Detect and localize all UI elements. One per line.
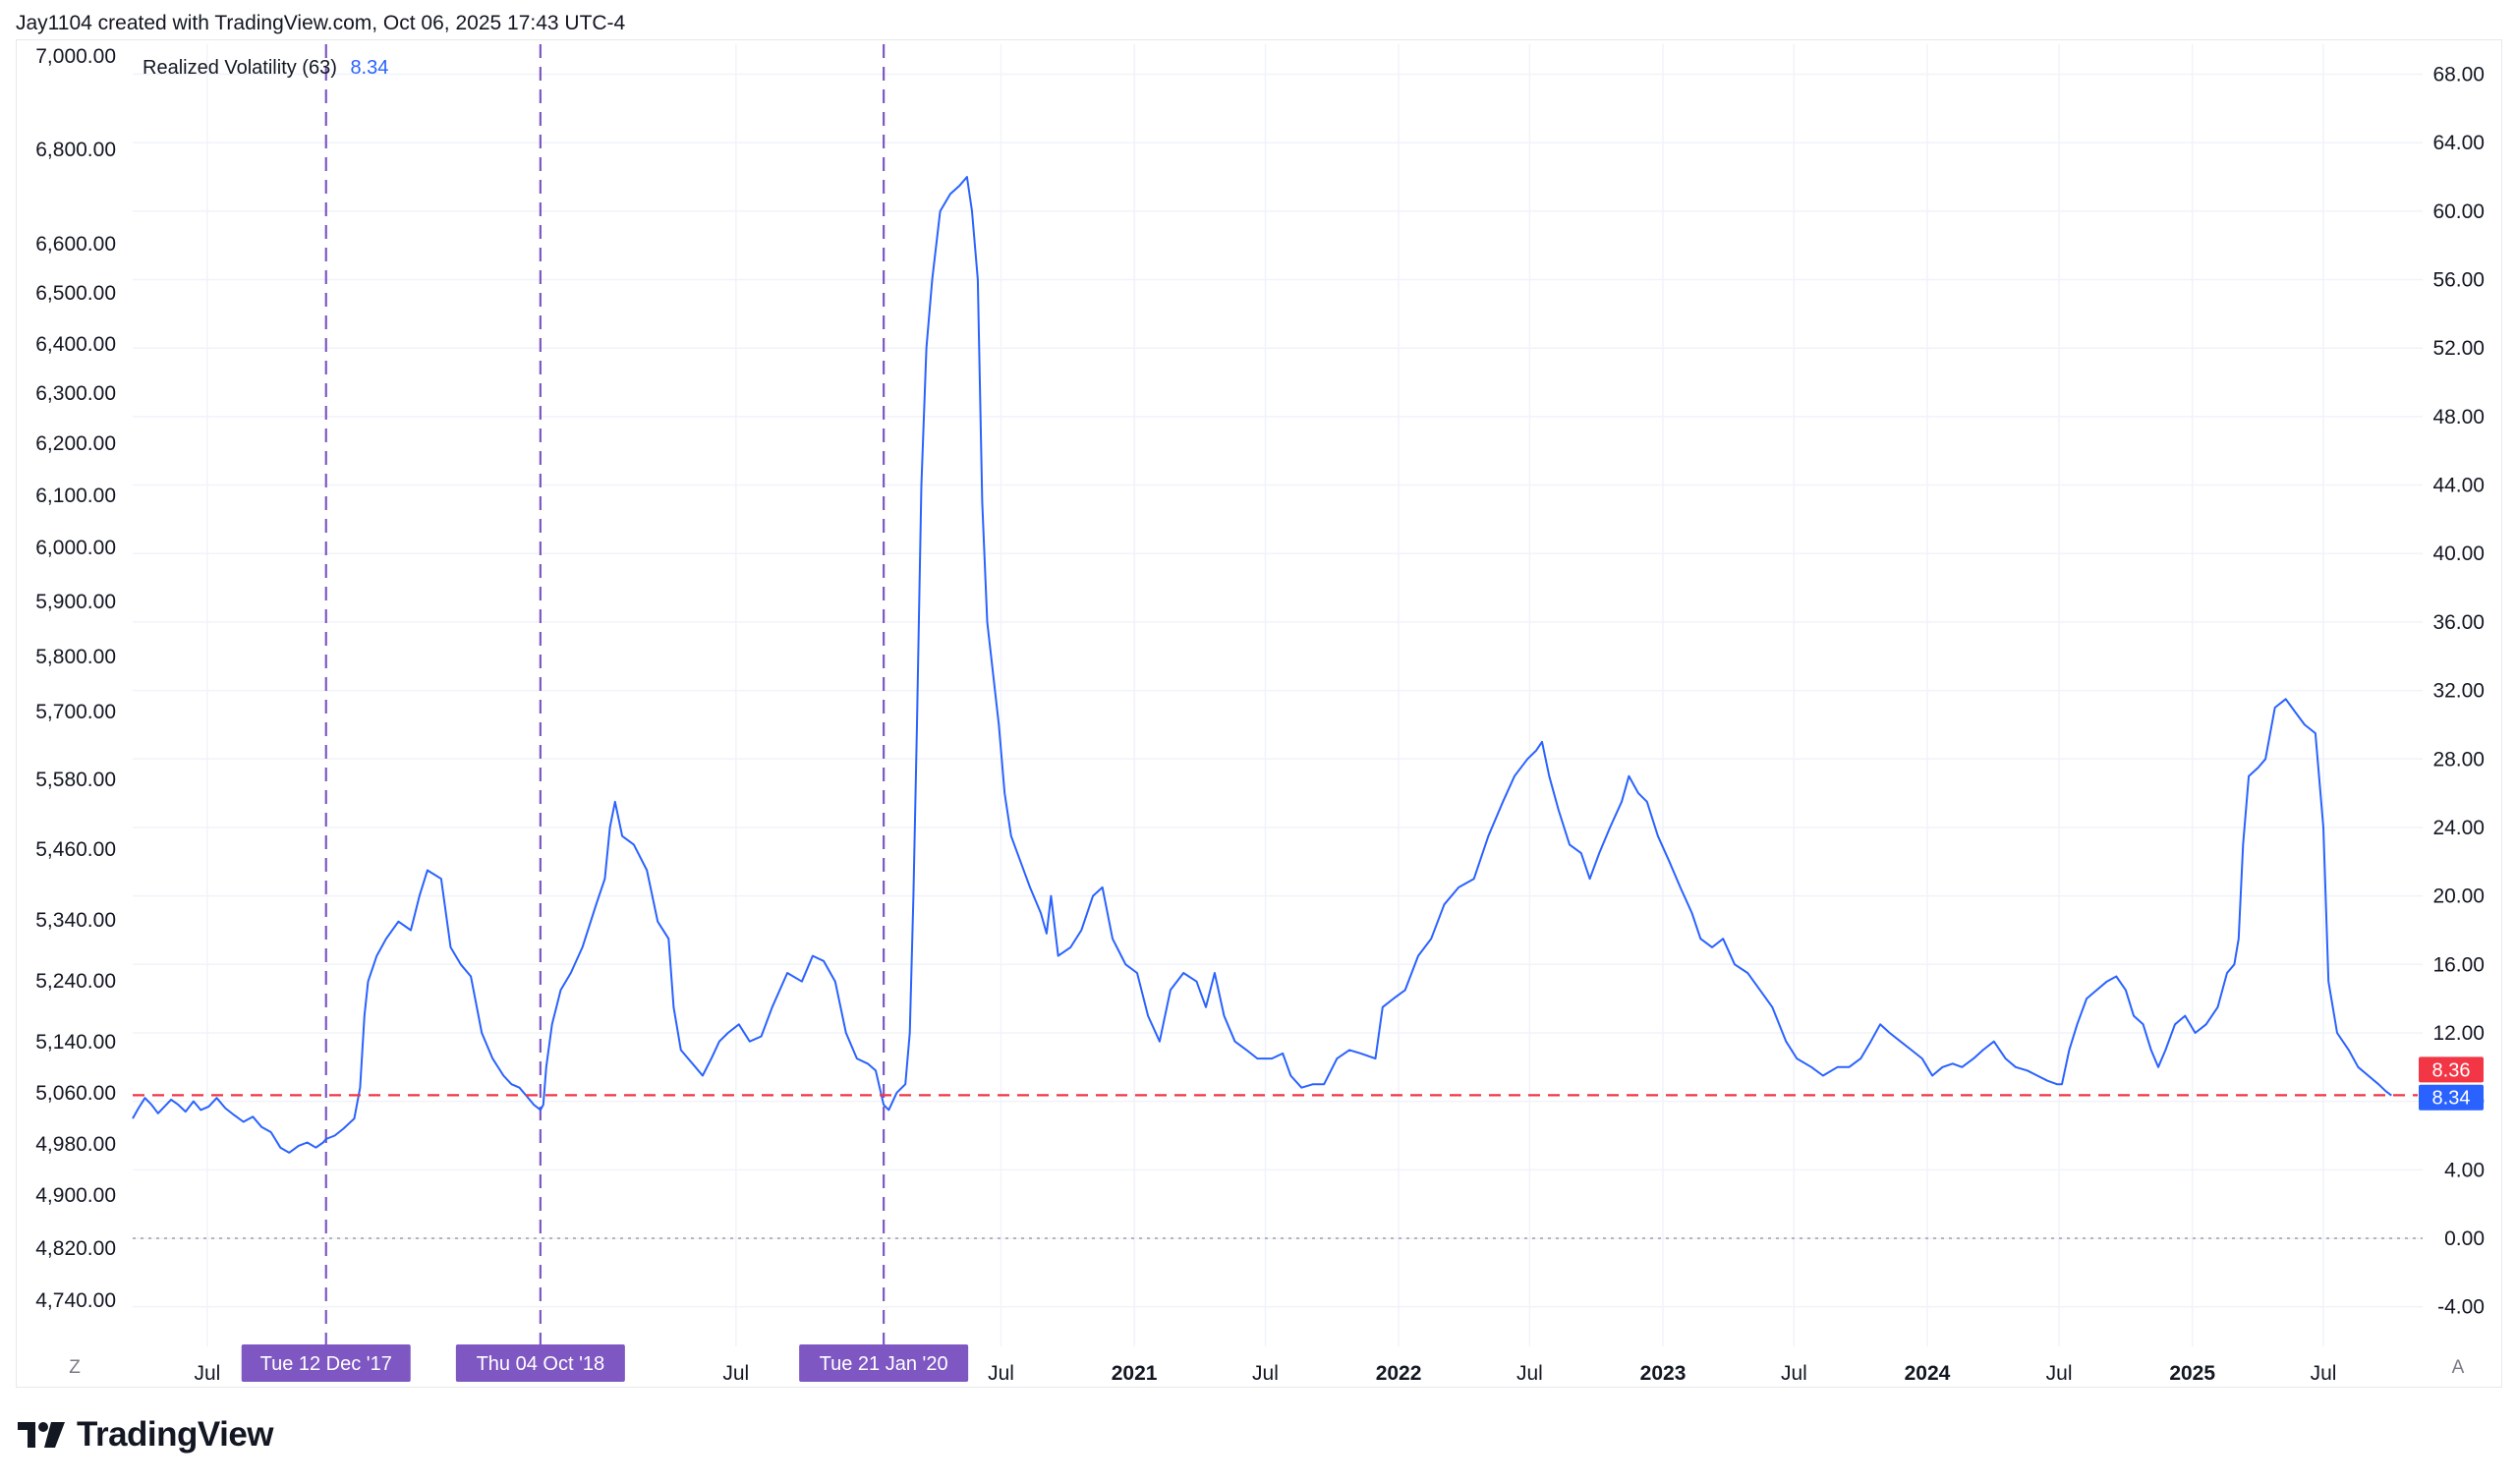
left-axis-tick-label: 4,820.00	[35, 1237, 116, 1260]
event-marker-label: Tue 21 Jan '20	[820, 1353, 948, 1375]
right-axis-tick-label: 20.00	[2432, 885, 2485, 908]
left-axis-tick-label: 4,900.00	[35, 1184, 116, 1207]
indicator-name: Realized Volatility (63)	[143, 57, 337, 79]
time-axis-tick-label: 2021	[1112, 1362, 1158, 1385]
event-marker-label: Tue 12 Dec '17	[260, 1353, 392, 1375]
event-marker-badge[interactable]	[799, 1344, 969, 1382]
left-axis-tick-label: 6,400.00	[35, 333, 116, 356]
left-axis-tick-label: 6,600.00	[35, 233, 116, 256]
chart-attribution: Jay1104 created with TradingView.com, Oc…	[16, 12, 626, 34]
time-axis-tick-label: 2024	[1905, 1362, 1951, 1385]
event-marker-label: Thu 04 Oct '18	[477, 1353, 605, 1375]
left-price-axis[interactable]: 7,000.00 6,800.00 6,600.00 6,500.00 6,400.00…	[35, 45, 116, 1312]
event-marker-badge[interactable]	[455, 1344, 625, 1382]
event-marker-badge[interactable]	[241, 1344, 411, 1382]
right-axis-tick-label: 52.00	[2432, 337, 2485, 360]
right-axis-tick-label: 44.00	[2432, 475, 2485, 497]
left-axis-tick-label: 4,980.00	[35, 1133, 116, 1156]
right-axis-tick-label: 4.00	[2444, 1159, 2485, 1181]
chart-svg[interactable]: 7,000.00 6,800.00 6,600.00 6,500.00 6,400.00…	[0, 0, 2516, 1405]
time-axis-tick-label: Jul	[1252, 1362, 1279, 1385]
tradingview-logo-icon	[18, 1422, 65, 1448]
right-axis-tick-label: 64.00	[2432, 132, 2485, 154]
left-axis-tick-label: 5,140.00	[35, 1031, 116, 1054]
right-axis-tick-label: 24.00	[2432, 817, 2485, 839]
time-axis-tick-label: 2022	[1376, 1362, 1422, 1385]
last-value-badge	[2419, 1084, 2484, 1111]
left-axis-tick-label: 6,800.00	[35, 139, 116, 161]
left-axis-tick-label: 5,240.00	[35, 970, 116, 993]
right-axis-tick-label: 68.00	[2432, 64, 2485, 86]
left-axis-tick-label: 6,000.00	[35, 537, 116, 559]
scale-buttons[interactable]: Z A	[69, 1357, 2464, 1378]
indicator-legend[interactable]: Realized Volatility (63) 8.34	[143, 57, 388, 80]
left-axis-tick-label: 5,060.00	[35, 1082, 116, 1105]
grid-layer	[133, 44, 2423, 1346]
last-value-badge-label: 8.34	[2432, 1088, 2471, 1110]
chart-frame[interactable]	[16, 39, 2502, 1388]
left-axis-tick-label: 6,500.00	[35, 282, 116, 305]
left-axis-tick-label: 7,000.00	[35, 45, 116, 68]
right-axis-tick-label: 12.00	[2432, 1022, 2485, 1045]
right-axis-tick-label: 60.00	[2432, 200, 2485, 223]
reference-value-badge	[2419, 1056, 2484, 1083]
left-axis-tick-label: 6,300.00	[35, 382, 116, 405]
time-axis-tick-label: Jul	[1781, 1362, 1807, 1385]
right-axis-tick-label: 48.00	[2432, 406, 2485, 428]
left-axis-tick-label: 5,460.00	[35, 838, 116, 861]
time-axis-tick-label: Jul	[194, 1362, 220, 1385]
time-axis-tick-label: 2025	[2169, 1362, 2215, 1385]
value-badges: Tue 12 Dec '17 Thu 04 Oct '18 Tue 21 Jan '…	[241, 1056, 2484, 1382]
left-axis-tick-label: 5,900.00	[35, 591, 116, 613]
left-axis-tick-label: 5,580.00	[35, 769, 116, 791]
right-axis-tick-label: 40.00	[2432, 542, 2485, 565]
left-axis-tick-label: 5,700.00	[35, 701, 116, 723]
event-markers	[324, 44, 886, 1346]
time-axis-tick-label: Jul	[1516, 1362, 1543, 1385]
left-axis-tick-label: 4,740.00	[35, 1289, 116, 1312]
right-axis-tick-label: 0.00	[2444, 1227, 2485, 1250]
right-axis-tick-label: 32.00	[2432, 680, 2485, 703]
auto-scale-z-button[interactable]: Z	[69, 1357, 81, 1378]
right-axis-tick-label: -4.00	[2437, 1296, 2485, 1319]
time-axis-tick-label: 2023	[1640, 1362, 1687, 1385]
time-axis-tick-label: Jul	[988, 1362, 1014, 1385]
time-axis-tick-label: Jul	[2311, 1362, 2337, 1385]
right-axis-tick-label: 56.00	[2432, 269, 2485, 292]
auto-scale-a-button[interactable]: A	[2452, 1357, 2465, 1378]
left-axis-tick-label: 6,100.00	[35, 485, 116, 507]
left-axis-tick-label: 5,340.00	[35, 909, 116, 932]
series-layer	[132, 176, 2392, 1154]
left-axis-tick-label: 5,800.00	[35, 646, 116, 668]
right-axis-tick-label: 16.00	[2432, 953, 2485, 976]
reference-value-badge-label: 8.36	[2432, 1059, 2471, 1081]
right-axis-tick-label: 28.00	[2432, 748, 2485, 771]
time-axis-tick-label: Jul	[2046, 1362, 2073, 1385]
tradingview-logo-text: TradingView	[77, 1415, 274, 1454]
time-axis-tick-label: Jul	[722, 1362, 749, 1385]
left-axis-tick-label: 6,200.00	[35, 432, 116, 455]
right-price-axis[interactable]: 68.00 64.00 60.00 56.00 52.00 48.00 44.00 40.00…	[2432, 64, 2485, 1319]
right-axis-tick-label: 36.00	[2432, 611, 2485, 634]
realized-volatility-line[interactable]	[132, 176, 2392, 1154]
tradingview-logo[interactable]: TradingView	[18, 1415, 274, 1455]
indicator-value: 8.34	[350, 57, 389, 79]
